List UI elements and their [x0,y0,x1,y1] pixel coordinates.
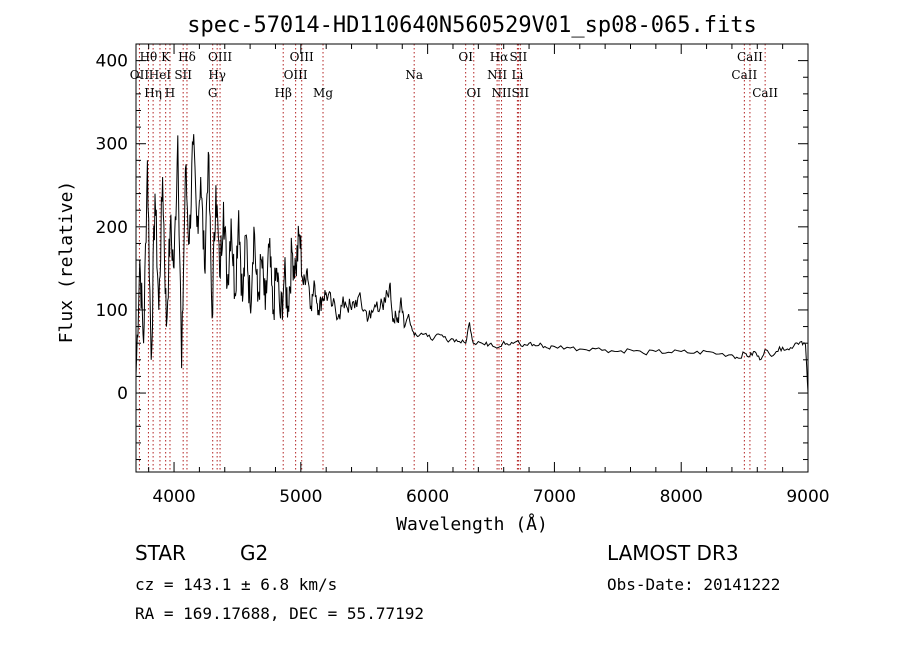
spectral-line-label: Na [405,68,423,82]
spectral-line-label: OI [466,86,481,100]
x-tick-label: 4000 [152,487,195,507]
object-subclass: G2 [240,541,268,565]
spectral-line-label: Hθ [140,50,158,64]
spectral-line-label: NII [492,86,512,100]
spectral-line-label: Hα [490,50,509,64]
spectral-line-label: CaII [737,50,763,64]
plot-area: 4000 5000 6000 7000 8000 90000100200300400OII… [96,43,830,507]
spectral-line-label: Hδ [178,50,196,64]
spectral-line-label: Hγ [208,68,226,82]
spectral-line-label: K [161,50,171,64]
spectral-line-label: SII [510,50,528,64]
x-tick-label: 6000 [406,487,449,507]
y-axis-label: Flux (relative) [56,181,77,344]
spectral-line-label: Li [511,68,523,82]
spectral-line-label: H [165,86,175,100]
flux-series-line [135,134,809,394]
plot-frame [135,43,809,473]
spectral-line-label: OIII [290,50,314,64]
spectral-line-label: SII [174,68,192,82]
spectral-line-label: OIII [208,50,232,64]
chart-title: spec-57014-HD110640N560529V01_sp08-065.f… [187,13,757,38]
spectral-line-label: Hη [144,86,162,100]
spectral-line-label: OIII [284,68,308,82]
spectral-line-label: NII [487,68,507,82]
survey-name: LAMOST DR3 [607,541,739,565]
x-tick-label: 7000 [533,487,576,507]
object-class: STAR [135,541,186,565]
x-tick-label: 5000 [279,487,322,507]
spectral-line-label: G [208,86,218,100]
spectral-line-label: Hβ [275,86,292,100]
spectral-line-label: OI [458,50,473,64]
y-tick-label: 200 [96,218,128,238]
spectral-line-label: CaII [731,68,757,82]
y-tick-label: 0 [117,384,128,404]
spectral-line-label: Mg [313,86,333,100]
spectral-line-label: SII [511,86,529,100]
redshift-cz: cz = 143.1 ± 6.8 km/s [135,575,337,594]
y-tick-label: 100 [96,301,128,321]
observation-date: Obs-Date: 20141222 [607,575,780,594]
x-tick-label: 9000 [786,487,829,507]
spectral-line-label: CaII [752,86,778,100]
y-tick-label: 300 [96,135,128,155]
coordinates: RA = 169.17688, DEC = 55.77192 [135,604,424,623]
y-tick-label: 400 [96,52,128,72]
x-axis-label: Wavelength (Å) [396,513,548,535]
x-tick-label: 8000 [660,487,703,507]
spectral-line-label: OII [130,68,150,82]
spectral-line-label: HeI [149,68,172,82]
